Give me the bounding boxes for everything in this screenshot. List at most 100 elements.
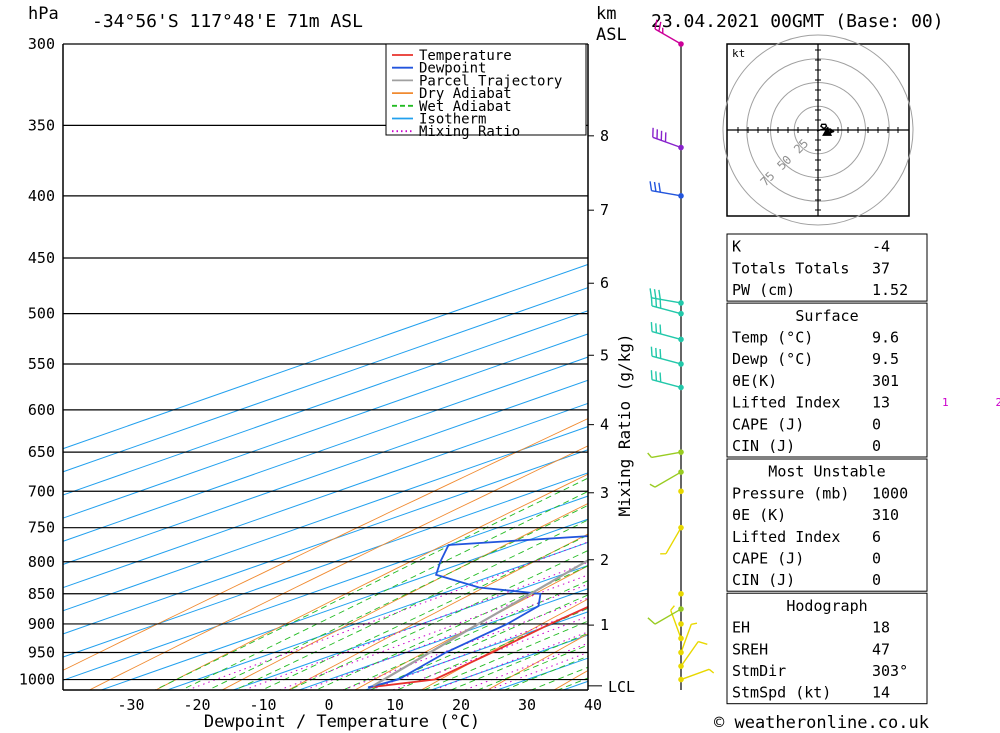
- lcl-label: LCL: [608, 678, 635, 696]
- legend-label: Isotherm: [419, 112, 486, 128]
- pressure-tick-450: 450: [28, 249, 55, 267]
- wind-barb: [649, 288, 682, 304]
- wet-adiabat-line: [288, 550, 588, 690]
- isotherm-line: [63, 333, 588, 519]
- surface-indices-row-value: 9.6: [872, 329, 899, 347]
- temperature-tick: 0: [324, 696, 333, 714]
- isotherm-line: [63, 495, 588, 681]
- pressure-tick-600: 600: [28, 401, 55, 419]
- hodograph-indices-row-value: 303°: [872, 662, 908, 680]
- mixing-ratio-line: [391, 615, 588, 690]
- wind-barb: [654, 19, 682, 45]
- index-tables: K -4 Totals Totals 37 PW (cm) 1.52 Surface Temp…: [726, 233, 928, 705]
- wind-barb: [650, 296, 682, 315]
- wind-barb: [650, 322, 682, 341]
- wind-barb: [650, 346, 682, 365]
- hodograph-indices-row-label: StmSpd (kt): [732, 684, 831, 702]
- temperature-axis-labels: -30 -20 -10 0 10 20 30 40: [117, 696, 602, 714]
- pressure-tick-750: 750: [28, 519, 55, 537]
- temperature-tick: 30: [518, 696, 536, 714]
- dry-adiabat-line: [996, 8, 1000, 706]
- pressure-tick-800: 800: [28, 553, 55, 571]
- wet-adiabat-line: [369, 594, 588, 690]
- hodograph-unit-label: kt: [732, 47, 745, 60]
- surface-indices-row-value: 0: [872, 415, 881, 433]
- hodograph-arrowhead: [829, 128, 835, 134]
- pressure-tick-350: 350: [28, 116, 55, 134]
- hodograph-indices-title: Hodograph: [786, 597, 867, 615]
- isotherm-line: [63, 263, 588, 450]
- general-indices-row-value: 37: [872, 259, 890, 277]
- most-unstable-indices-row-label: CIN (J): [732, 571, 795, 589]
- isotherm-line: [297, 588, 588, 690]
- pressure-tick-400: 400: [28, 187, 55, 205]
- hodograph-indices-box: [726, 592, 928, 705]
- isotherm-line: [63, 472, 588, 658]
- most-unstable-indices-row-value: 310: [872, 506, 899, 524]
- most-unstable-indices-row-label: Pressure (mb): [732, 484, 849, 502]
- hodograph-indices-row-label: StmDir: [732, 662, 786, 680]
- height-tick-label: 7: [600, 201, 609, 219]
- temperature-tick: -20: [183, 696, 210, 714]
- wind-barb-dot: [678, 590, 684, 597]
- surface-indices-row-value: 301: [872, 372, 899, 390]
- sounding-profiles: [367, 535, 588, 689]
- height-tick-label: 6: [600, 274, 609, 292]
- surface-indices-row-value: 13: [872, 394, 890, 412]
- surface-indices-row-label: θE(K): [732, 372, 777, 390]
- temperature-tick: 10: [386, 696, 404, 714]
- storm-motion-marker: [822, 126, 833, 136]
- general-indices-row-label: K: [732, 238, 741, 256]
- temperature-tick: -30: [117, 696, 144, 714]
- mixing-ratio-line: [432, 631, 588, 690]
- dewpoint-line: [367, 535, 588, 689]
- general-indices-box: [726, 233, 928, 302]
- general-indices-row-value: 1.52: [872, 281, 908, 299]
- most-unstable-indices-row-value: 6: [872, 528, 881, 546]
- surface-indices-title: Surface: [795, 307, 858, 325]
- wet-adiabat-lines: [153, 477, 588, 690]
- dry-adiabat-line: [287, 533, 588, 690]
- wet-adiabat-line: [396, 607, 588, 690]
- hodograph-indices-row-value: 18: [872, 619, 890, 637]
- mixing-ratio-label: 2: [995, 396, 1000, 409]
- dry-adiabat-line: [486, 633, 588, 690]
- dry-adiabat-line: [63, 418, 588, 671]
- dry-adiabat-lines: [63, 8, 1000, 706]
- isotherm-line: [63, 426, 588, 612]
- most-unstable-indices-row-label: CAPE (J): [732, 550, 804, 568]
- dry-adiabat-line: [154, 473, 588, 690]
- dry-adiabat-line: [353, 565, 588, 690]
- dry-adiabat-line: [88, 445, 588, 690]
- x-axis-title: Dewpoint / Temperature (°C): [204, 712, 480, 732]
- temperature-tick: 40: [584, 696, 602, 714]
- most-unstable-indices-title: Most Unstable: [768, 463, 885, 481]
- general-indices-row-label: PW (cm): [732, 281, 795, 299]
- dry-adiabat-line: [221, 502, 588, 690]
- wet-adiabat-line: [342, 580, 588, 690]
- copyright-text: © weatheronline.co.uk: [714, 713, 929, 733]
- wind-barb: [680, 622, 698, 653]
- wind-barb-dot: [678, 300, 684, 306]
- temperature-line: [368, 605, 588, 689]
- wind-barb: [647, 608, 682, 625]
- most-unstable-indices-row-value: 1000: [872, 484, 908, 502]
- height-axis-labels: 1 2 3 4 5 6 7 8 LCL: [588, 127, 635, 696]
- height-unit-label: km: [596, 4, 616, 24]
- mixing-ratio-label: 1: [942, 396, 949, 409]
- temperature-tick: 20: [452, 696, 470, 714]
- wind-barb-column: [647, 19, 715, 690]
- height-tick-label: 8: [600, 127, 609, 145]
- plot-axes: [62, 44, 589, 691]
- isotherm-line: [63, 287, 588, 473]
- pressure-tick-1000: 1000: [19, 671, 55, 689]
- most-unstable-indices-row-label: θE (K): [732, 506, 786, 524]
- background-lines: [63, 8, 1000, 706]
- height-ref-label: ASL: [596, 25, 627, 45]
- legend-label: Wet Adiabat: [419, 99, 512, 115]
- surface-indices-row-value: 0: [872, 437, 881, 455]
- pressure-tick-650: 650: [28, 443, 55, 461]
- legend-label: Dewpoint: [419, 61, 486, 77]
- wind-barb: [680, 640, 708, 667]
